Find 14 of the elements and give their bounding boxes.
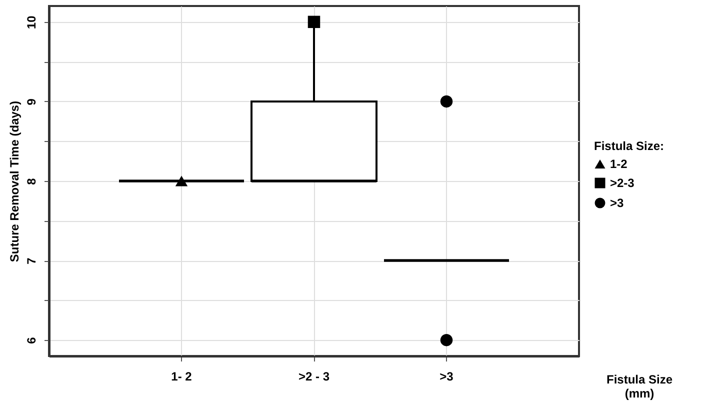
x-tick-label: 1- 2 bbox=[171, 370, 192, 384]
legend-title: Fistula Size: bbox=[594, 139, 664, 153]
y-tick-label: 7 bbox=[24, 257, 38, 264]
x-axis-title: Fistula Size (mm) bbox=[606, 372, 673, 400]
x-tick-label: >3 bbox=[440, 370, 454, 384]
y-tick-label: 8 bbox=[24, 178, 38, 185]
y-axis-title: Suture Removal Time (days) bbox=[8, 100, 22, 262]
y-tick-label: 10 bbox=[24, 15, 38, 30]
legend-label: >2-3 bbox=[610, 176, 635, 190]
y-tick-label: 9 bbox=[24, 98, 38, 106]
y-tick-label: 6 bbox=[24, 336, 38, 344]
x-tick-label: >2 - 3 bbox=[298, 370, 330, 384]
legend-label: 1-2 bbox=[610, 157, 628, 171]
legend-label: >3 bbox=[610, 196, 624, 210]
